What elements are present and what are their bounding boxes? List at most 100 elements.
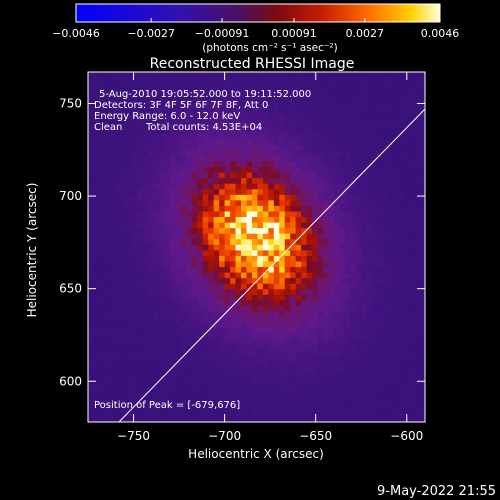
- heatmap-cell: [180, 394, 187, 401]
- x-tick-label: −600: [390, 429, 423, 443]
- heatmap-cell: [153, 233, 160, 240]
- heatmap-cell: [241, 322, 248, 329]
- heatmap-cell: [88, 322, 95, 329]
- heatmap-cell: [262, 344, 269, 351]
- heatmap-cell: [355, 222, 362, 229]
- heatmap-cell: [383, 122, 390, 129]
- heatmap-cell: [366, 416, 373, 422]
- heatmap-cell: [306, 110, 313, 118]
- heatmap-cell: [306, 99, 313, 106]
- heatmap-cell: [159, 288, 166, 295]
- heatmap-cell: [295, 88, 302, 95]
- heatmap-cell: [273, 294, 280, 301]
- heatmap-cell: [262, 310, 269, 318]
- heatmap-cell: [377, 255, 384, 262]
- heatmap-cell: [88, 205, 95, 212]
- heatmap-cell: [322, 194, 330, 201]
- heatmap-cell: [273, 244, 280, 251]
- heatmap-cell: [290, 227, 297, 234]
- heatmap-cell: [175, 288, 182, 295]
- heatmap-cell: [415, 316, 422, 323]
- heatmap-cell: [372, 288, 379, 295]
- heatmap-cell: [361, 144, 368, 151]
- heatmap-cell: [366, 260, 373, 268]
- heatmap-cell: [377, 416, 384, 422]
- heatmap-cell: [350, 105, 357, 112]
- heatmap-cell: [251, 377, 259, 384]
- heatmap-cell: [235, 99, 242, 106]
- heatmap-cell: [175, 310, 182, 318]
- heatmap-cell: [312, 155, 319, 162]
- heatmap-cell: [339, 338, 346, 345]
- heatmap-cell: [164, 305, 171, 312]
- heatmap-cell: [137, 410, 144, 418]
- heatmap-cell: [279, 188, 286, 195]
- heatmap-cell: [235, 277, 242, 284]
- chart-title: Reconstructed RHESSI Image: [150, 56, 355, 72]
- heatmap-cell: [273, 110, 280, 118]
- heatmap-cell: [241, 133, 248, 140]
- heatmap-cell: [279, 127, 286, 134]
- heatmap-cell: [284, 77, 291, 84]
- heatmap-cell: [322, 122, 330, 129]
- heatmap-cell: [148, 416, 155, 422]
- heatmap-cell: [394, 410, 401, 418]
- heatmap-cell: [115, 155, 122, 162]
- heatmap-cell: [104, 77, 111, 84]
- heatmap-cell: [328, 77, 335, 84]
- heatmap-cell: [284, 399, 291, 406]
- colorbar-tick-label: 0.0046: [421, 27, 460, 40]
- heatmap-cell: [115, 299, 122, 306]
- heatmap-cell: [284, 138, 291, 145]
- heatmap-cell: [88, 344, 95, 351]
- heatmap-cell: [273, 222, 280, 229]
- heatmap-cell: [361, 166, 368, 173]
- heatmap-cell: [88, 127, 95, 134]
- heatmap-cell: [344, 94, 351, 101]
- heatmap-cell: [322, 377, 330, 384]
- heatmap-cell: [421, 122, 425, 129]
- heatmap-cell: [339, 299, 346, 306]
- heatmap-cell: [159, 177, 166, 184]
- heatmap-cell: [104, 216, 111, 223]
- heatmap-cell: [295, 127, 302, 134]
- heatmap-cell: [180, 99, 187, 106]
- heatmap-cell: [306, 255, 313, 262]
- heatmap-cell: [394, 133, 401, 140]
- heatmap-cell: [366, 172, 373, 179]
- heatmap-cell: [153, 288, 160, 295]
- heatmap-cell: [137, 327, 144, 334]
- heatmap-cell: [109, 144, 116, 151]
- heatmap-cell: [175, 155, 182, 162]
- heatmap-cell: [93, 316, 100, 323]
- heatmap-cell: [230, 294, 237, 301]
- heatmap-cell: [410, 222, 417, 229]
- heatmap-cell: [388, 266, 395, 273]
- heatmap-cell: [93, 155, 100, 162]
- heatmap-cell: [202, 199, 209, 206]
- heatmap-cell: [322, 255, 330, 262]
- heatmap-cell: [421, 177, 425, 184]
- heatmap-cell: [197, 72, 204, 79]
- heatmap-cell: [306, 172, 313, 179]
- heatmap-cell: [355, 388, 362, 395]
- heatmap-cell: [377, 249, 384, 256]
- heatmap-cell: [175, 149, 182, 156]
- heatmap-cell: [301, 194, 308, 201]
- heatmap-cell: [306, 77, 313, 84]
- heatmap-cell: [339, 388, 346, 395]
- heatmap-cell: [366, 366, 373, 373]
- heatmap-cell: [159, 338, 166, 345]
- heatmap-cell: [208, 305, 215, 312]
- heatmap-cell: [339, 116, 346, 123]
- heatmap-cell: [404, 399, 412, 406]
- heatmap-cell: [262, 116, 269, 123]
- heatmap-cell: [404, 155, 412, 162]
- heatmap-cell: [153, 388, 160, 395]
- heatmap-cell: [257, 305, 264, 312]
- heatmap-cell: [137, 333, 144, 340]
- heatmap-cell: [273, 188, 280, 195]
- heatmap-cell: [235, 405, 242, 412]
- heatmap-cell: [399, 333, 406, 340]
- heatmap-cell: [279, 416, 286, 422]
